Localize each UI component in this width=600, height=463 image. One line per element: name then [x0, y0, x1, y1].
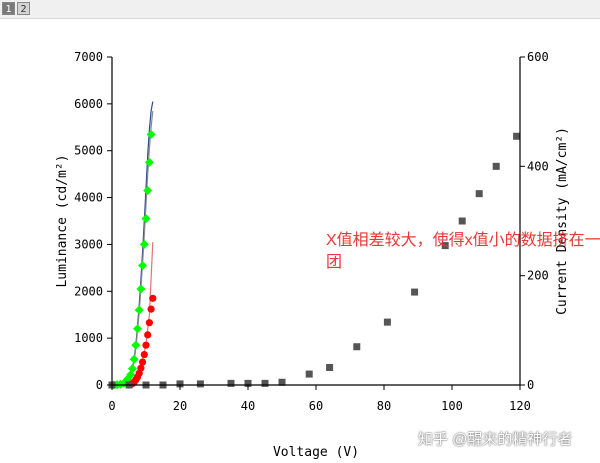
- point-s2-14: [411, 288, 419, 296]
- x-tick-label-6: 120: [509, 399, 531, 413]
- point-s2-13: [383, 318, 391, 326]
- tab-1[interactable]: 1: [2, 2, 15, 15]
- point-s0-9: [133, 324, 142, 334]
- y-left-tick-label-4: 4000: [74, 191, 103, 205]
- y-axis-right-label: Current Density (mA/cm²): [555, 127, 570, 315]
- ticks: 0 20 40 60 80 100 1200100020003000400050006000…: [74, 50, 549, 413]
- y-left-tick-label-3: 3000: [74, 237, 103, 251]
- point-s2-15: [441, 242, 449, 250]
- point-s2-19: [513, 132, 521, 140]
- y-right-tick-label-1: 200: [527, 269, 549, 283]
- point-s1-12: [145, 319, 153, 327]
- point-s0-10: [134, 305, 144, 315]
- y-axis-left-label: Luminance (cd/m²): [55, 154, 70, 287]
- x-tick-label-4: 80: [377, 399, 391, 413]
- point-s0-15: [143, 186, 153, 196]
- y-left-tick-label-1: 1000: [74, 331, 103, 345]
- x-tick-label-0: 0: [108, 399, 115, 413]
- point-s2-6: [227, 379, 235, 387]
- point-s2-12: [353, 343, 361, 351]
- point-s0-17: [146, 129, 156, 139]
- point-s2-7: [244, 379, 252, 387]
- point-s2-10: [305, 370, 313, 378]
- tab-bar: 1 2: [0, 0, 600, 19]
- point-s1-10: [142, 341, 150, 349]
- y-right-tick-label-3: 600: [527, 50, 549, 64]
- point-s2-9: [278, 378, 286, 386]
- point-s1-11: [144, 331, 152, 339]
- point-s1-7: [137, 364, 145, 372]
- point-s1-14: [149, 294, 157, 302]
- point-s2-16: [458, 217, 466, 225]
- point-s1-13: [147, 305, 155, 313]
- point-s0-6: [127, 364, 137, 374]
- point-s2-5: [196, 380, 204, 388]
- y-left-tick-label-2: 2000: [74, 284, 103, 298]
- point-s2-8: [261, 379, 269, 387]
- x-tick-label-1: 20: [173, 399, 187, 413]
- point-s0-11: [136, 284, 146, 294]
- point-s0-12: [138, 261, 148, 271]
- point-s0-13: [139, 239, 149, 249]
- point-s2-18: [492, 162, 500, 170]
- point-s0-7: [129, 354, 139, 364]
- y-left-tick-label-5: 5000: [74, 144, 103, 158]
- y-left-tick-label-0: 0: [96, 378, 103, 392]
- point-s1-8: [139, 358, 147, 366]
- point-s1-9: [140, 350, 148, 359]
- point-s2-4: [176, 380, 184, 388]
- y-left-tick-label-7: 7000: [74, 50, 103, 64]
- x-axis-label: Voltage (V): [273, 445, 359, 460]
- y-right-tick-label-2: 400: [527, 159, 549, 173]
- y-right-tick-label-0: 0: [527, 378, 534, 392]
- tab-2[interactable]: 2: [17, 2, 30, 15]
- watermark: 知乎 @醒来的精神行者: [418, 431, 573, 448]
- point-s2-17: [475, 190, 483, 198]
- point-s0-8: [131, 340, 141, 350]
- annotation-text: X值相差较大，使得x值小的数据挤在一团: [326, 232, 600, 271]
- point-s0-14: [141, 214, 151, 224]
- point-s0-16: [144, 157, 154, 167]
- x-tick-label-5: 100: [441, 399, 463, 413]
- x-tick-label-3: 60: [309, 399, 323, 413]
- data-marks: [108, 129, 521, 390]
- point-s2-11: [326, 364, 334, 372]
- y-left-tick-label-6: 6000: [74, 97, 103, 111]
- x-tick-label-2: 40: [241, 399, 255, 413]
